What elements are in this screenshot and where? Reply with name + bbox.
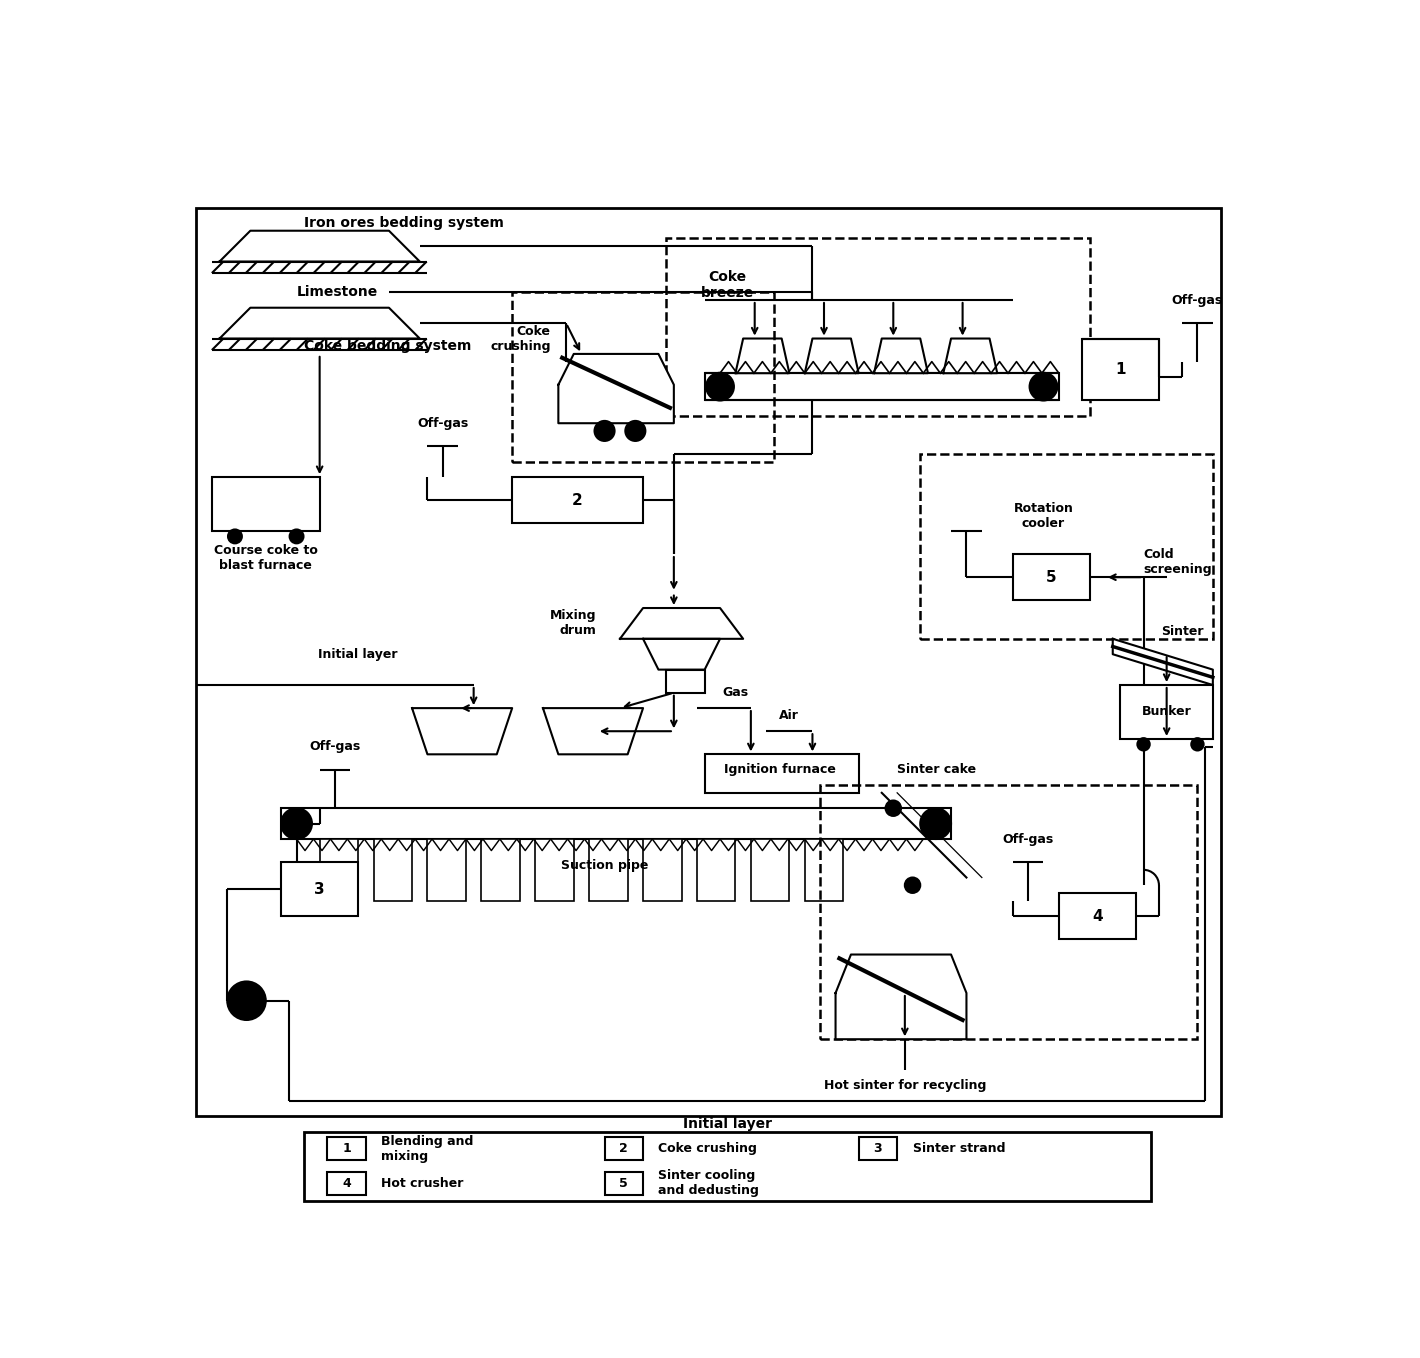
Text: Coke crushing: Coke crushing — [659, 1142, 757, 1156]
Bar — [1120, 684, 1213, 739]
Circle shape — [595, 421, 615, 441]
Bar — [320, 839, 358, 900]
Bar — [196, 208, 1221, 1116]
Polygon shape — [736, 338, 790, 373]
Text: Off-gas: Off-gas — [417, 417, 469, 429]
Text: Off-gas: Off-gas — [1003, 832, 1054, 846]
Polygon shape — [220, 231, 420, 262]
Text: Air: Air — [780, 709, 799, 722]
Bar — [1082, 338, 1159, 401]
Text: Sinter cooling
and dedusting: Sinter cooling and dedusting — [659, 1169, 760, 1198]
Text: Bunker: Bunker — [1142, 705, 1191, 718]
Circle shape — [281, 808, 312, 839]
Text: Sinter strand: Sinter strand — [913, 1142, 1005, 1156]
Text: Initial layer: Initial layer — [318, 648, 398, 661]
Polygon shape — [542, 708, 643, 754]
Text: Hot sinter for recycling: Hot sinter for recycling — [824, 1078, 985, 1092]
Bar — [427, 839, 466, 900]
Text: Limestone: Limestone — [297, 285, 378, 299]
Bar — [513, 292, 774, 462]
Bar — [666, 669, 704, 693]
Circle shape — [1191, 739, 1204, 751]
Bar — [859, 1137, 897, 1160]
Bar — [821, 785, 1197, 1039]
Text: Off-gas: Off-gas — [1172, 293, 1223, 307]
Text: Iron ores bedding system: Iron ores bedding system — [304, 216, 504, 230]
Polygon shape — [558, 354, 674, 424]
Text: 1: 1 — [342, 1142, 351, 1156]
Text: Coke
breeze: Coke breeze — [701, 269, 754, 300]
Text: Blending and
mixing: Blending and mixing — [381, 1134, 474, 1162]
Circle shape — [1030, 373, 1058, 401]
Polygon shape — [805, 338, 859, 373]
Bar — [373, 839, 412, 900]
Bar — [328, 1137, 366, 1160]
Bar — [605, 1172, 643, 1195]
Polygon shape — [412, 708, 513, 754]
Bar — [281, 808, 951, 839]
Bar — [328, 1172, 366, 1195]
Text: Sinter: Sinter — [1160, 625, 1203, 638]
Text: Coke bedding system: Coke bedding system — [304, 340, 471, 353]
Bar — [1059, 894, 1136, 940]
Polygon shape — [943, 338, 997, 373]
Text: Suction pipe: Suction pipe — [561, 860, 649, 872]
Circle shape — [706, 373, 734, 401]
Polygon shape — [1113, 638, 1213, 684]
Text: Mixing
drum: Mixing drum — [551, 610, 596, 637]
Polygon shape — [643, 638, 720, 669]
Bar — [481, 839, 520, 900]
Bar — [751, 839, 790, 900]
Text: 2: 2 — [619, 1142, 628, 1156]
Text: 5: 5 — [1047, 570, 1056, 585]
Bar — [304, 1131, 1152, 1200]
Bar — [666, 239, 1089, 416]
Text: Ignition furnace: Ignition furnace — [724, 763, 835, 777]
Bar — [513, 477, 643, 523]
Polygon shape — [220, 308, 420, 338]
Bar — [535, 839, 574, 900]
Text: 3: 3 — [873, 1142, 882, 1156]
Circle shape — [625, 421, 645, 441]
Text: 5: 5 — [619, 1177, 628, 1190]
Circle shape — [229, 530, 241, 543]
Text: Hot crusher: Hot crusher — [381, 1177, 463, 1190]
Circle shape — [227, 982, 266, 1020]
Circle shape — [920, 808, 951, 839]
Bar — [805, 839, 843, 900]
Text: Cold
screening: Cold screening — [1143, 547, 1213, 576]
Bar — [920, 454, 1213, 638]
Bar — [605, 1137, 643, 1160]
Text: Gas: Gas — [723, 686, 748, 699]
Polygon shape — [875, 338, 927, 373]
Polygon shape — [835, 955, 967, 1039]
Text: Rotation
cooler: Rotation cooler — [1014, 501, 1074, 530]
Bar — [589, 839, 628, 900]
Bar — [212, 477, 320, 531]
Circle shape — [290, 530, 304, 543]
Text: 3: 3 — [314, 881, 325, 896]
Polygon shape — [621, 608, 743, 638]
Bar — [1012, 554, 1089, 600]
Text: Initial layer: Initial layer — [683, 1116, 772, 1131]
Text: 2: 2 — [572, 493, 584, 508]
Text: 4: 4 — [342, 1177, 351, 1190]
Circle shape — [905, 877, 920, 894]
Bar — [281, 862, 358, 917]
Text: 1: 1 — [1115, 361, 1126, 376]
Bar — [704, 754, 859, 793]
Circle shape — [1137, 739, 1150, 751]
Text: Sinter cake: Sinter cake — [897, 763, 977, 777]
Text: Coke
crushing: Coke crushing — [490, 325, 551, 353]
Bar — [643, 839, 682, 900]
Bar — [697, 839, 736, 900]
Text: Off-gas: Off-gas — [310, 740, 361, 754]
Bar — [704, 373, 1059, 401]
Circle shape — [886, 800, 902, 816]
Text: Course coke to
blast furnace: Course coke to blast furnace — [214, 545, 318, 572]
Text: 4: 4 — [1092, 909, 1103, 923]
